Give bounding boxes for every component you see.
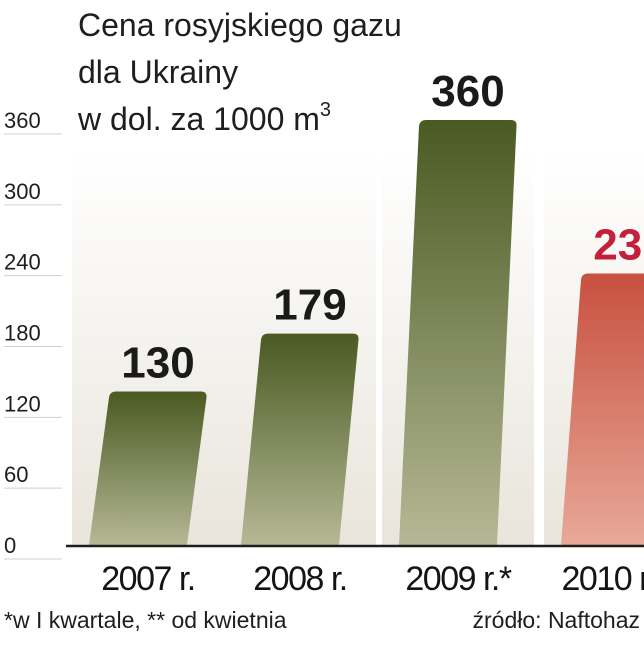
value-label: 130: [121, 339, 194, 388]
title-line-2: dla Ukrainy: [78, 54, 238, 90]
bars: [89, 120, 644, 545]
title-line-3-text: w dol. za 1000 m: [77, 101, 320, 137]
bar-2008: [241, 333, 359, 545]
title-superscript: 3: [320, 99, 331, 121]
category-label: 2010 r.**: [562, 560, 644, 598]
title-line-3: w dol. za 1000 m3: [77, 99, 331, 137]
footnote: *w I kwartale, ** od kwietnia: [4, 607, 287, 633]
y-tick-label: 120: [4, 391, 41, 416]
y-tick-label: 300: [4, 179, 41, 204]
source-note: źródło: Naftohaz: [473, 607, 640, 633]
bar-2010: [561, 273, 644, 545]
bar-2007: [89, 391, 207, 545]
value-label: 230: [593, 220, 644, 269]
title-line-1: Cena rosyjskiego gazu: [78, 7, 402, 43]
y-tick-label: 0: [4, 533, 16, 558]
value-labels: 130 179 360 230: [121, 67, 644, 388]
y-tick-label: 60: [4, 462, 28, 487]
y-tick-label: 240: [4, 250, 41, 275]
bar-2009: [399, 120, 517, 545]
category-labels: 2007 r. 2008 r. 2009 r.* 2010 r.**: [101, 560, 644, 598]
value-label: 360: [431, 67, 504, 116]
category-label: 2007 r.: [101, 560, 194, 598]
y-axis: 0 60 120 180 240 300 360: [4, 108, 62, 560]
value-label: 179: [273, 281, 346, 330]
y-tick-label: 360: [4, 108, 41, 133]
category-label: 2008 r.: [253, 560, 346, 598]
category-label: 2009 r.*: [405, 560, 511, 598]
y-tick-label: 180: [4, 321, 41, 346]
